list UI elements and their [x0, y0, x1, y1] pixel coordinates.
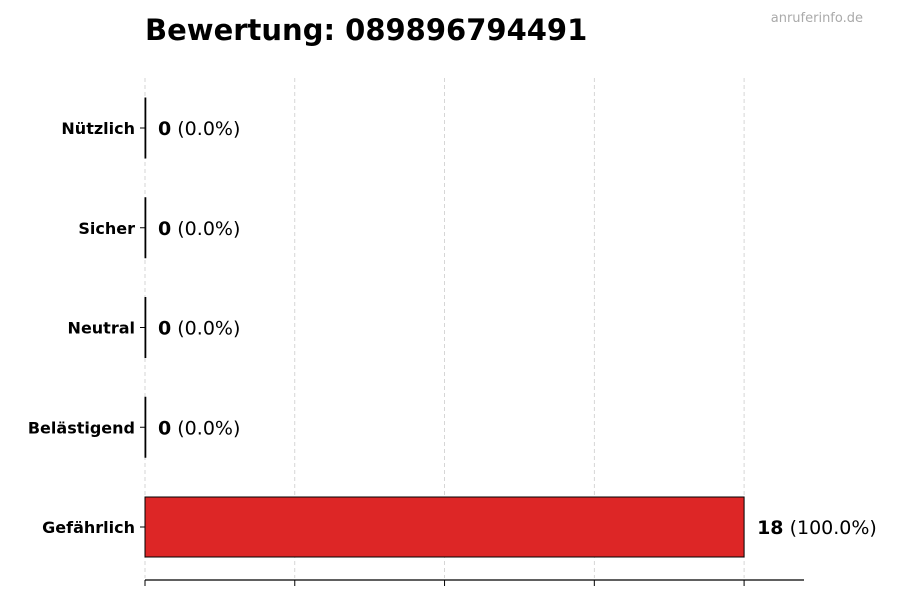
value-count: 0	[158, 417, 171, 439]
value-label: 18 (100.0%)	[757, 517, 877, 539]
value-label: 0 (0.0%)	[158, 318, 240, 340]
value-count: 18	[757, 517, 783, 539]
value-label: 0 (0.0%)	[158, 218, 240, 240]
category-label: Belästigend	[28, 418, 135, 437]
category-label: Nützlich	[61, 119, 135, 138]
bar	[144, 496, 745, 558]
value-percent: (0.0%)	[171, 417, 240, 439]
bar	[144, 297, 147, 358]
watermark: anruferinfo.de	[771, 11, 863, 26]
chart-title: Bewertung: 089896794491	[145, 13, 587, 47]
value-percent: (100.0%)	[784, 517, 877, 539]
category-label: Gefährlich	[42, 518, 135, 537]
category-label: Neutral	[68, 319, 135, 338]
value-percent: (0.0%)	[171, 218, 240, 240]
bar	[144, 97, 147, 159]
value-label: 0 (0.0%)	[158, 118, 240, 140]
bar	[144, 197, 147, 259]
value-label: 0 (0.0%)	[158, 417, 240, 439]
value-percent: (0.0%)	[171, 318, 240, 340]
value-count: 0	[158, 218, 171, 240]
value-count: 0	[158, 118, 171, 140]
value-percent: (0.0%)	[171, 118, 240, 140]
category-label: Sicher	[78, 219, 135, 238]
value-count: 0	[158, 318, 171, 340]
bar	[144, 396, 147, 458]
